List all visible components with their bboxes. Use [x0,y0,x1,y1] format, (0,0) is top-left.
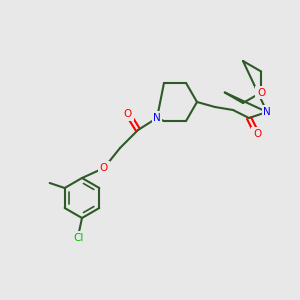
Text: Cl: Cl [74,233,84,243]
Text: O: O [257,88,265,98]
Text: O: O [100,163,108,173]
Text: O: O [124,109,132,119]
Text: N: N [153,113,161,123]
Text: N: N [263,107,271,117]
Text: O: O [253,129,261,139]
